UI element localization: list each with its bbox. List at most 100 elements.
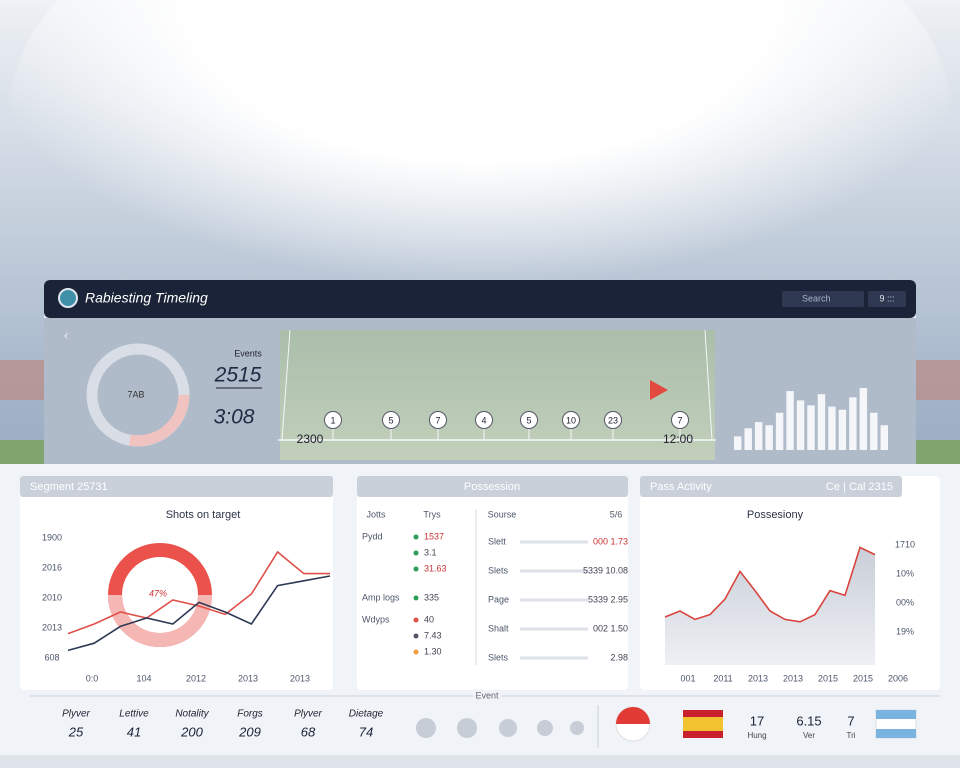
team-badge-top [616, 707, 650, 724]
row-label: Wdyps [362, 614, 390, 624]
indicator-dot[interactable] [457, 718, 477, 738]
chart-title: Shots on target [166, 509, 241, 521]
stat-label: Dietage [349, 709, 384, 720]
card-filter: Ce | Cal 2315 [826, 481, 893, 493]
pass-area [665, 547, 875, 665]
activity-bar [786, 391, 794, 450]
row-value: 40 [424, 614, 434, 624]
timeline-marker[interactable] [324, 411, 342, 429]
shots-line [67, 550, 330, 635]
events-label: Events [234, 348, 262, 358]
indicator-dot[interactable] [537, 720, 553, 736]
card-title: Possession [464, 481, 520, 493]
row-label: Page [488, 594, 509, 604]
timeline-marker-label: 5 [526, 415, 531, 425]
timeline-marker-label: 7 [677, 415, 682, 425]
stat-label: Plyver [294, 709, 322, 720]
menu-button[interactable] [868, 291, 906, 307]
y-tick-label: 19% [896, 626, 914, 636]
app-title: Rabiesting Timeling [85, 290, 208, 306]
activity-bar [880, 425, 888, 450]
donut-label: 7AB [127, 389, 144, 399]
shots-card [20, 476, 333, 690]
back-arrow[interactable]: ‹ [64, 327, 68, 342]
row-dot [413, 649, 419, 655]
y-tick-label: 608 [44, 652, 59, 662]
flag-band [876, 710, 916, 719]
activity-bar [807, 405, 815, 450]
possession-card [357, 476, 628, 690]
y-tick-label: 2010 [42, 592, 62, 602]
activity-bar [849, 397, 857, 450]
column-header: Sourse [488, 509, 517, 519]
score-value: 17 [750, 713, 764, 728]
row-value: 3.1 [424, 547, 437, 557]
score-label: Tri [846, 731, 855, 740]
stat-value: 68 [301, 724, 316, 739]
row-value: 1.30 [424, 646, 442, 656]
indicator-dot[interactable] [570, 721, 584, 735]
timeline-marker[interactable] [475, 411, 493, 429]
timeline-edge [704, 329, 713, 441]
sky [10, 0, 950, 360]
row-value: 002 1.50 [593, 623, 628, 633]
activity-bar [817, 394, 826, 450]
timeline-marker-label: 5 [388, 415, 393, 425]
activity-bar [859, 388, 868, 450]
play-marker[interactable] [650, 380, 668, 400]
score-label: Ver [803, 731, 815, 740]
score-value: 7 [847, 713, 854, 728]
card-header [640, 476, 902, 497]
x-tick-label: 2006 [888, 673, 908, 683]
x-tick-label: 2015 [853, 673, 873, 683]
x-tick-label: 0:0 [86, 673, 99, 683]
timeline-start: 2300 [297, 432, 324, 446]
lower-area [0, 464, 960, 768]
row-dot [413, 566, 419, 572]
x-tick-label: 2013 [290, 673, 310, 683]
indicator-dot[interactable] [499, 719, 517, 737]
timeline-field [280, 330, 715, 460]
x-tick-label: 104 [136, 673, 151, 683]
y-tick-label: 1900 [42, 532, 62, 542]
y-tick-label: 10% [896, 568, 914, 578]
timeline-marker[interactable] [429, 411, 447, 429]
timeline-marker[interactable] [671, 411, 689, 429]
timeline-marker-label: 4 [481, 415, 486, 425]
timeline-marker[interactable] [382, 411, 400, 429]
activity-bar [775, 412, 784, 450]
row-label: Amp logs [362, 592, 400, 602]
activity-bar [754, 422, 763, 450]
flag-band [876, 729, 916, 738]
stat-value: 25 [68, 724, 84, 739]
activity-bar [870, 412, 878, 450]
row-value: 7.43 [424, 630, 442, 640]
stat-label: Notality [175, 709, 209, 720]
search-box[interactable] [782, 291, 864, 307]
timeline-end: 12:00 [663, 432, 693, 446]
y-tick-label: 2013 [42, 622, 62, 632]
timeline-marker[interactable] [520, 411, 538, 429]
timeline-marker-label: 1 [330, 415, 335, 425]
timeline-marker-label: 10 [566, 415, 576, 425]
stat-label: Plyver [62, 709, 90, 720]
row-value: 5339 2.95 [588, 594, 628, 604]
row-dot [413, 617, 419, 623]
row-dot [413, 633, 419, 639]
timeline-marker[interactable] [604, 411, 622, 429]
row-dot [413, 595, 419, 601]
events-value: 2515 [214, 364, 262, 387]
indicator-dot[interactable] [416, 718, 436, 738]
activity-bar [744, 428, 752, 450]
column-header: Trys [423, 509, 441, 519]
stat-value: 200 [180, 724, 203, 739]
x-tick-label: 2013 [783, 673, 803, 683]
row-value: 31.63 [424, 563, 447, 573]
pass-line [664, 546, 876, 623]
y-tick-label: 1710 [895, 539, 915, 549]
ring-lower [108, 594, 212, 647]
activity-bar [734, 436, 742, 450]
timeline-marker[interactable] [562, 411, 580, 429]
